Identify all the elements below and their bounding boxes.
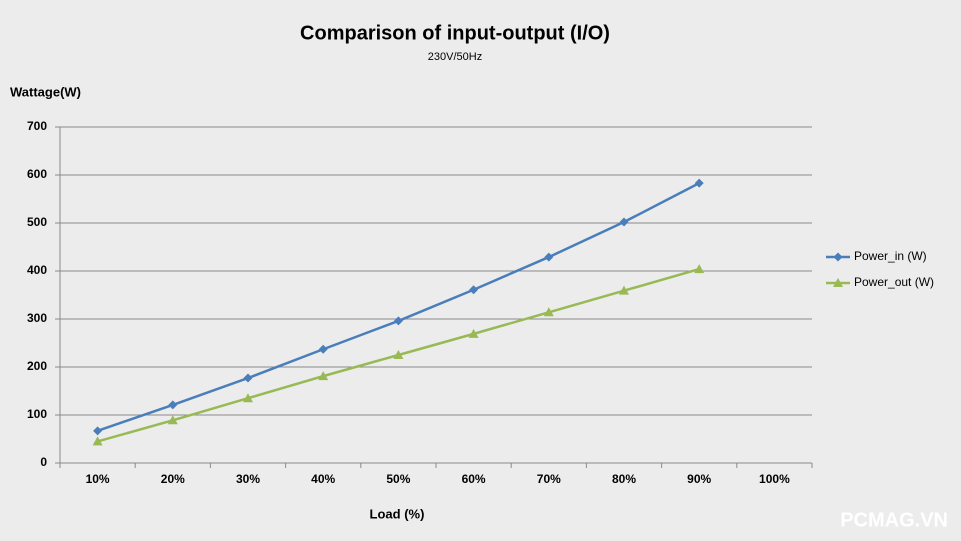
x-tick-label: 100% <box>759 472 790 486</box>
y-tick-label: 0 <box>40 455 47 469</box>
data-point <box>393 350 404 359</box>
y-tick-label: 200 <box>27 359 47 373</box>
x-tick-label: 80% <box>612 472 636 486</box>
x-tick-label: 30% <box>236 472 260 486</box>
x-tick-label: 20% <box>161 472 185 486</box>
data-point <box>318 344 328 354</box>
data-point <box>168 400 178 410</box>
data-point <box>543 307 554 317</box>
legend-marker <box>833 278 843 287</box>
y-tick-label: 400 <box>27 263 47 277</box>
data-point <box>694 264 705 274</box>
data-point <box>92 436 103 446</box>
legend-label: Power_in (W) <box>854 249 927 263</box>
x-axis-label: Load (%) <box>370 506 425 521</box>
y-tick-label: 500 <box>27 215 47 229</box>
x-tick-label: 60% <box>462 472 486 486</box>
y-tick-label: 700 <box>27 119 47 133</box>
watermark: PCMAG.VN <box>840 509 948 531</box>
y-axis-label: Wattage(W) <box>10 84 81 99</box>
x-tick-label: 70% <box>537 472 561 486</box>
data-point <box>469 285 479 295</box>
data-point <box>544 252 554 262</box>
x-tick-label: 50% <box>386 472 410 486</box>
data-point <box>167 415 178 425</box>
data-point <box>243 373 253 383</box>
legend-marker <box>833 252 843 262</box>
y-tick-label: 100 <box>27 407 47 421</box>
x-tick-label: 40% <box>311 472 335 486</box>
data-point <box>468 328 479 338</box>
data-point <box>694 178 704 188</box>
data-point <box>619 217 629 227</box>
data-point <box>393 316 403 326</box>
chart-title: Comparison of input-output (I/O) <box>300 22 610 44</box>
data-point <box>318 371 329 381</box>
data-point <box>619 285 629 295</box>
x-tick-label: 10% <box>86 472 110 486</box>
y-tick-label: 300 <box>27 311 47 325</box>
data-point <box>93 426 103 436</box>
data-point <box>243 393 253 403</box>
chart-subtitle: 230V/50Hz <box>428 51 482 63</box>
x-tick-label: 90% <box>687 472 711 486</box>
legend-label: Power_out (W) <box>854 275 934 289</box>
y-tick-label: 600 <box>27 167 47 181</box>
